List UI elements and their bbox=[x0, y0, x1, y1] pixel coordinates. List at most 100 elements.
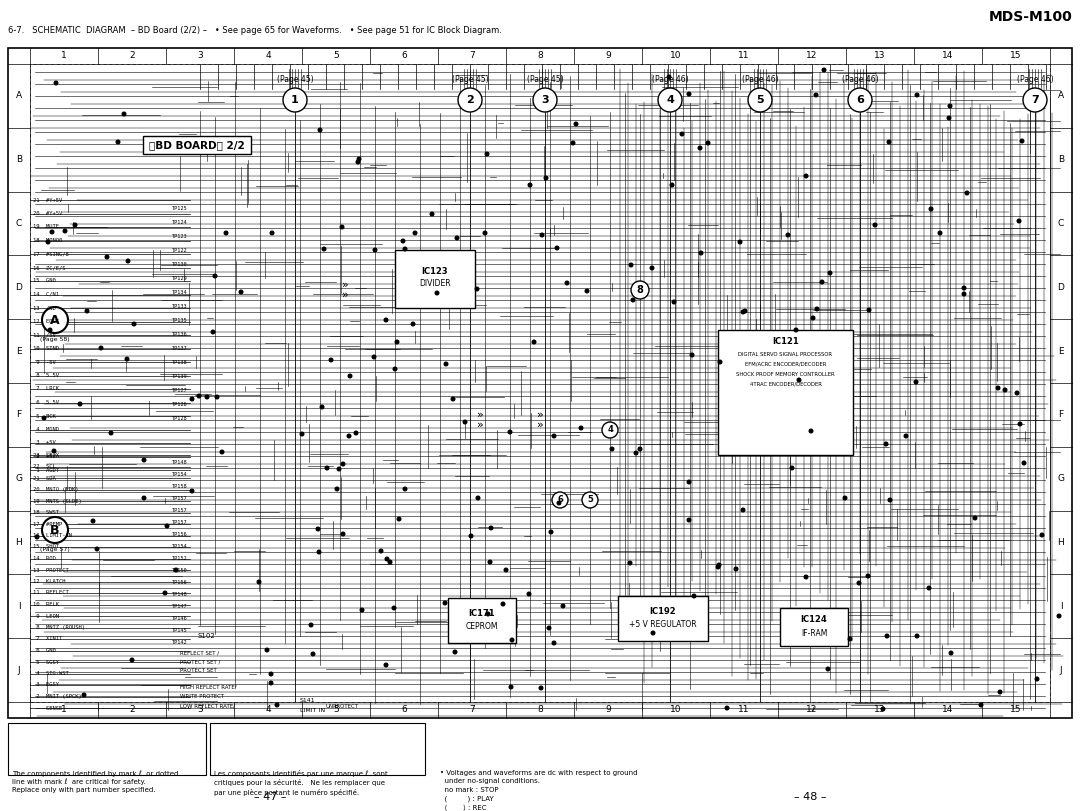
Circle shape bbox=[565, 281, 569, 285]
Circle shape bbox=[283, 88, 307, 112]
Text: TP138: TP138 bbox=[172, 359, 188, 364]
Circle shape bbox=[672, 300, 676, 304]
Text: TP142: TP142 bbox=[172, 640, 188, 645]
Circle shape bbox=[319, 128, 322, 132]
Text: IC123: IC123 bbox=[421, 267, 448, 276]
Circle shape bbox=[698, 146, 702, 150]
Text: A: A bbox=[16, 92, 22, 101]
Circle shape bbox=[483, 231, 487, 235]
Circle shape bbox=[631, 298, 635, 302]
Text: 6: 6 bbox=[557, 496, 563, 504]
Circle shape bbox=[718, 360, 721, 364]
Text: 11: 11 bbox=[739, 52, 750, 61]
Circle shape bbox=[552, 642, 556, 645]
Text: (Page 46): (Page 46) bbox=[841, 75, 878, 84]
Text: (Page 57): (Page 57) bbox=[40, 547, 70, 552]
Text: 13  /ND: 13 /ND bbox=[33, 306, 56, 311]
Circle shape bbox=[687, 92, 691, 96]
Circle shape bbox=[122, 112, 125, 116]
Circle shape bbox=[582, 492, 598, 508]
Circle shape bbox=[501, 603, 504, 606]
Text: TP130: TP130 bbox=[172, 261, 188, 267]
Circle shape bbox=[914, 380, 918, 384]
Text: 10  SIND: 10 SIND bbox=[33, 346, 59, 351]
Text: H: H bbox=[15, 538, 23, 547]
Circle shape bbox=[998, 690, 1002, 693]
Text: 7  XINIT: 7 XINIT bbox=[33, 637, 63, 642]
Text: TP148: TP148 bbox=[172, 591, 188, 597]
Circle shape bbox=[1015, 391, 1018, 395]
Text: TP134: TP134 bbox=[172, 290, 188, 294]
Text: 8: 8 bbox=[636, 285, 644, 295]
Circle shape bbox=[555, 247, 558, 250]
Bar bbox=[8, 723, 206, 775]
Circle shape bbox=[316, 527, 320, 531]
Circle shape bbox=[699, 251, 703, 255]
Circle shape bbox=[451, 397, 455, 401]
Circle shape bbox=[275, 703, 279, 707]
Circle shape bbox=[550, 530, 553, 534]
Text: • Voltages and waveforms are dc with respect to ground
  under no-signal conditi: • Voltages and waveforms are dc with res… bbox=[440, 770, 637, 811]
Text: Les composants identifiés par une marque ℓ  sont
critiques pour la sécurité.   N: Les composants identifiés par une marque… bbox=[214, 770, 388, 796]
Circle shape bbox=[213, 274, 217, 278]
Circle shape bbox=[528, 183, 531, 187]
Circle shape bbox=[469, 534, 473, 538]
Circle shape bbox=[629, 561, 632, 564]
Circle shape bbox=[1057, 614, 1061, 618]
Circle shape bbox=[904, 434, 908, 438]
Circle shape bbox=[329, 358, 333, 362]
Text: UNPROTECT: UNPROTECT bbox=[325, 703, 357, 709]
Circle shape bbox=[658, 88, 681, 112]
Circle shape bbox=[198, 394, 201, 398]
Text: 11  REFLECT: 11 REFLECT bbox=[33, 590, 69, 595]
Text: TP157: TP157 bbox=[172, 520, 188, 525]
Text: 15  GN0: 15 GN0 bbox=[33, 278, 56, 284]
Text: (Page 58): (Page 58) bbox=[40, 337, 70, 342]
Text: CEPROM: CEPROM bbox=[465, 622, 498, 631]
Circle shape bbox=[848, 88, 872, 112]
Text: TP136: TP136 bbox=[172, 332, 188, 337]
Bar bbox=[210, 723, 426, 775]
Circle shape bbox=[1040, 533, 1043, 537]
Circle shape bbox=[858, 581, 861, 585]
Circle shape bbox=[794, 328, 798, 332]
Circle shape bbox=[403, 247, 407, 251]
Text: TP124: TP124 bbox=[172, 220, 188, 225]
Circle shape bbox=[929, 207, 933, 211]
Circle shape bbox=[64, 230, 67, 233]
Circle shape bbox=[105, 255, 109, 259]
Text: E: E bbox=[16, 346, 22, 355]
Text: IC171: IC171 bbox=[469, 609, 496, 618]
Text: C: C bbox=[1058, 219, 1064, 228]
Text: 2: 2 bbox=[130, 706, 135, 714]
Circle shape bbox=[78, 402, 82, 406]
Circle shape bbox=[716, 565, 719, 569]
Text: MDS-M100: MDS-M100 bbox=[988, 10, 1072, 24]
Circle shape bbox=[212, 330, 215, 334]
Circle shape bbox=[848, 637, 852, 641]
Text: 7: 7 bbox=[1031, 95, 1039, 105]
Circle shape bbox=[815, 307, 819, 311]
Text: 18  SWST: 18 SWST bbox=[33, 510, 59, 515]
Text: 2: 2 bbox=[467, 95, 474, 105]
Text: I: I bbox=[17, 602, 21, 611]
Text: TP150: TP150 bbox=[172, 568, 188, 573]
Circle shape bbox=[1036, 677, 1039, 680]
Text: 21  SDA: 21 SDA bbox=[33, 475, 56, 480]
Circle shape bbox=[692, 594, 696, 598]
Text: TP152: TP152 bbox=[172, 556, 188, 560]
Circle shape bbox=[444, 363, 448, 366]
Text: 16  ZC/E/S: 16 ZC/E/S bbox=[33, 265, 66, 270]
Text: The components identified by mark ℓ  or dotted
line with mark ℓ  are critical fo: The components identified by mark ℓ or d… bbox=[12, 770, 178, 793]
Text: TP127: TP127 bbox=[172, 388, 188, 393]
Bar bbox=[143, 136, 251, 154]
Circle shape bbox=[356, 161, 360, 164]
Text: 9  -5V: 9 -5V bbox=[33, 359, 56, 364]
Circle shape bbox=[886, 634, 889, 637]
Text: 3: 3 bbox=[198, 52, 203, 61]
Circle shape bbox=[504, 569, 508, 572]
Text: 20  #Y+5V: 20 #Y+5V bbox=[33, 211, 63, 216]
Circle shape bbox=[411, 322, 415, 326]
Text: S102: S102 bbox=[197, 633, 215, 639]
Circle shape bbox=[527, 592, 530, 596]
